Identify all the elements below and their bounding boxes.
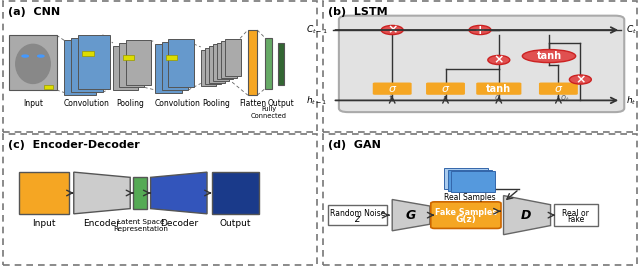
Bar [123,55,134,60]
Text: $h_{t-1}$: $h_{t-1}$ [307,94,328,107]
Text: Convolution: Convolution [63,99,109,108]
Text: Pooling: Pooling [116,99,144,108]
Text: Real or: Real or [562,209,589,218]
Text: Input: Input [23,99,43,108]
Text: $f_t$: $f_t$ [388,92,396,105]
Bar [444,168,488,189]
Bar [78,35,109,89]
Text: ×: × [493,53,504,66]
Text: Real Samples: Real Samples [444,193,495,202]
Ellipse shape [22,55,28,57]
Text: $C_t$: $C_t$ [626,24,637,36]
Text: Encoder: Encoder [83,219,120,228]
Bar [156,44,182,93]
Text: $o_t$: $o_t$ [560,93,570,104]
Text: Flatten: Flatten [239,99,266,108]
Ellipse shape [38,55,44,57]
Text: $\sigma$: $\sigma$ [441,84,450,94]
Text: $\hat{c}_t$: $\hat{c}_t$ [494,92,504,105]
FancyBboxPatch shape [539,82,578,95]
Polygon shape [504,196,550,235]
Bar [221,41,237,78]
Bar [248,30,257,95]
Text: $C_{t-1}$: $C_{t-1}$ [306,24,328,36]
Bar [119,43,145,87]
FancyBboxPatch shape [476,82,522,95]
Bar [265,38,272,89]
Text: (d)  GAN: (d) GAN [328,140,381,149]
Text: G(z): G(z) [456,215,476,223]
FancyBboxPatch shape [426,82,465,95]
Text: ×: × [387,23,397,36]
Text: Random Noise: Random Noise [330,209,385,218]
Text: Output: Output [220,219,251,228]
FancyBboxPatch shape [328,205,387,225]
Text: Input: Input [32,219,56,228]
Bar [209,46,225,83]
Circle shape [469,26,491,35]
Text: $\sigma$: $\sigma$ [388,84,397,94]
Text: tanh: tanh [536,51,561,61]
Text: (a)  CNN: (a) CNN [8,7,60,16]
Ellipse shape [16,44,51,84]
Text: (b)  LSTM: (b) LSTM [328,7,388,16]
Bar [133,177,147,209]
Ellipse shape [522,49,575,63]
Bar [168,39,195,87]
Text: Decoder: Decoder [160,219,198,228]
Polygon shape [392,200,430,231]
Bar [113,46,138,90]
FancyBboxPatch shape [339,16,624,112]
Text: Latent Space
Representation: Latent Space Representation [113,219,168,232]
Text: Fake: Fake [567,215,584,224]
Bar [212,172,259,214]
Bar [166,55,177,60]
Circle shape [570,75,591,84]
Text: +: + [475,23,485,36]
Text: Convolution: Convolution [154,99,200,108]
Text: $h_t$: $h_t$ [626,94,636,107]
Text: Fully
Connected: Fully Connected [250,106,287,119]
Text: tanh: tanh [486,84,511,94]
Text: (c)  Encoder-Decoder: (c) Encoder-Decoder [8,140,140,149]
Text: G: G [406,209,416,222]
Bar [161,42,188,90]
Bar [65,40,96,95]
Text: Pooling: Pooling [202,99,230,108]
Text: Output: Output [268,99,294,108]
Text: Fake Samples: Fake Samples [435,208,497,217]
Bar [278,43,284,85]
Bar [451,171,495,192]
Bar [448,170,492,191]
Circle shape [381,26,403,35]
Bar [213,44,228,81]
Circle shape [488,55,510,65]
Text: $\sigma$: $\sigma$ [554,84,563,94]
Bar [19,172,69,214]
FancyBboxPatch shape [372,82,412,95]
FancyBboxPatch shape [554,204,598,226]
FancyBboxPatch shape [431,202,501,228]
Polygon shape [150,172,207,214]
Bar [44,85,53,89]
Bar [201,49,216,86]
Text: ×: × [575,73,586,86]
Text: $i_t$: $i_t$ [442,92,449,105]
Text: $z$: $z$ [354,214,362,224]
Polygon shape [74,172,130,214]
Bar [71,38,102,92]
Bar [82,51,94,56]
Bar [125,40,150,85]
Bar [10,35,56,90]
Bar [225,39,241,76]
Bar [217,43,233,79]
Bar [205,48,221,84]
Text: D: D [520,209,531,222]
